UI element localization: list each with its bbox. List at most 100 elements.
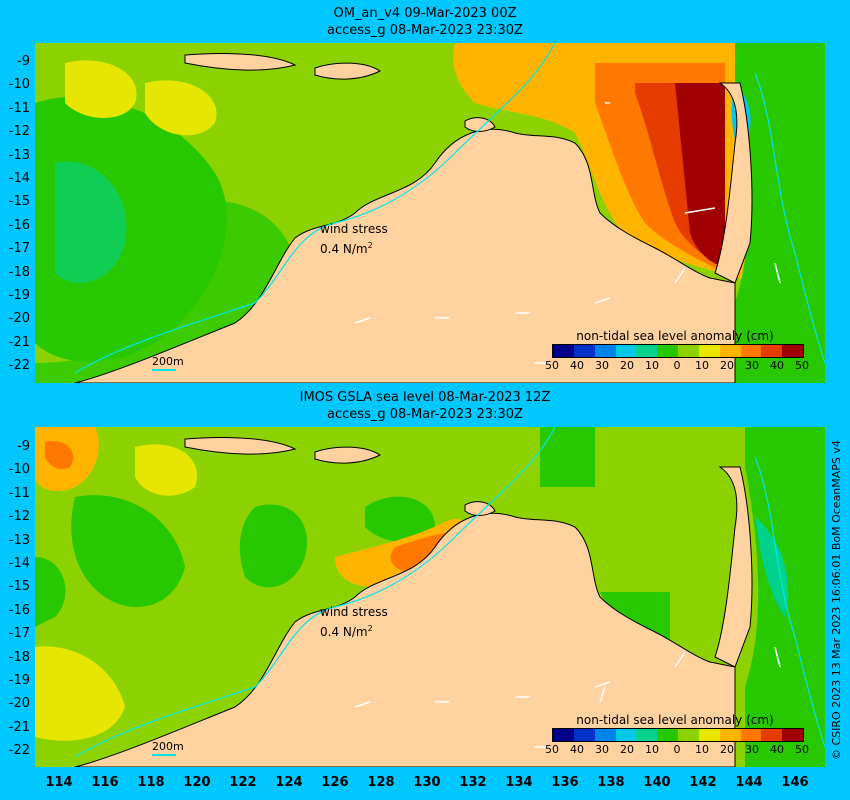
colorbar-tick-label: 40 <box>770 743 784 756</box>
x-axis-tick-label: 146 <box>781 775 809 790</box>
x-axis-tick-label: 134 <box>505 775 533 790</box>
colorbar-swatch <box>761 729 783 741</box>
panel1-colorbar-title: non-tidal sea level anomaly (cm) <box>576 329 774 343</box>
panel2-colorbar-title: non-tidal sea level anomaly (cm) <box>576 713 774 727</box>
colorbar-tick-label: 20 <box>620 743 634 756</box>
colorbar-swatch <box>657 345 679 357</box>
x-axis-tick-label: 144 <box>735 775 763 790</box>
y-axis-tick-label: -12 <box>8 509 30 525</box>
colorbar-swatch <box>698 729 721 741</box>
colorbar-swatch <box>573 345 596 357</box>
panel1-colorbar <box>552 344 804 358</box>
colorbar-tick-label: 50 <box>545 743 559 756</box>
x-axis-tick-label: 114 <box>45 775 73 790</box>
x-axis-tick-label: 116 <box>91 775 119 790</box>
panel2-map <box>35 427 825 767</box>
credit-text: © CSIRO 2023 13 Mar 2023 16:06:01 BoM Oc… <box>830 440 843 760</box>
y-axis-tick-label: -13 <box>8 532 30 548</box>
y-axis-tick-label: -14 <box>8 171 30 186</box>
colorbar-tick-label: 10 <box>645 359 659 372</box>
y-axis-tick-label: -12 <box>8 124 30 140</box>
colorbar-tick-label: 40 <box>570 359 584 372</box>
colorbar-swatch <box>553 345 575 357</box>
colorbar-tick-label: 10 <box>695 743 709 756</box>
colorbar-swatch <box>782 729 804 741</box>
colorbar-tick-label: 0 <box>673 743 681 756</box>
x-axis-tick-label: 122 <box>229 775 257 790</box>
colorbar-swatch <box>594 345 616 357</box>
panel1-wind-stress-value: 0.4 N/m2 <box>320 241 373 256</box>
x-axis-tick-label: 138 <box>597 775 625 790</box>
y-axis-tick-label: -16 <box>8 217 30 233</box>
panel1-subtitle: access_g 08-Mar-2023 23:30Z <box>327 23 523 38</box>
colorbar-swatch <box>761 345 783 357</box>
panel2-colorbar <box>552 728 804 742</box>
colorbar-swatch <box>615 729 637 741</box>
colorbar-tick-label: 20 <box>720 359 734 372</box>
y-axis-tick-label: -14 <box>8 556 30 571</box>
x-axis-tick-label: 136 <box>551 775 579 790</box>
y-axis-tick-label: -13 <box>8 147 30 163</box>
colorbar-swatch <box>698 345 721 357</box>
panel1-map <box>35 43 825 383</box>
panel2-field <box>35 427 825 767</box>
x-axis-tick-label: 120 <box>183 775 211 790</box>
y-axis-tick-label: -11 <box>8 485 30 501</box>
y-axis-tick-label: -20 <box>8 696 30 712</box>
colorbar-swatch <box>678 345 700 357</box>
colorbar-tick-label: 20 <box>720 743 734 756</box>
panel2-scale-label: 200m <box>152 740 184 753</box>
colorbar-tick-label: 20 <box>620 359 634 372</box>
panel2-title: IMOS GSLA sea level 08-Mar-2023 12Z <box>299 390 551 405</box>
x-axis-tick-label: 126 <box>321 775 349 790</box>
y-axis-tick-label: -17 <box>8 626 30 642</box>
y-axis-tick-label: -11 <box>8 100 30 116</box>
panel2-subtitle: access_g 08-Mar-2023 23:30Z <box>327 407 523 422</box>
colorbar-tick-label: 10 <box>695 359 709 372</box>
panel1-title: OM_an_v4 09-Mar-2023 00Z <box>333 6 517 21</box>
y-axis-tick-label: -15 <box>8 194 30 210</box>
y-axis-tick-label: -9 <box>17 54 30 69</box>
x-axis-tick-label: 140 <box>643 775 671 790</box>
y-axis-tick-label: -18 <box>8 264 30 280</box>
panel2-wind-stress-value: 0.4 N/m2 <box>320 624 373 639</box>
y-axis-tick-label: -16 <box>8 602 30 618</box>
colorbar-swatch <box>657 729 679 741</box>
x-axis-tick-label: 124 <box>275 775 303 790</box>
colorbar-tick-label: 30 <box>745 743 759 756</box>
y-axis-tick-label: -10 <box>8 77 30 93</box>
x-axis-tick-label: 142 <box>689 775 717 790</box>
colorbar-swatch <box>719 345 741 357</box>
colorbar-swatch <box>553 729 575 741</box>
colorbar-tick-label: 10 <box>645 743 659 756</box>
panel2-wind-stress-label: wind stress <box>320 605 388 619</box>
colorbar-swatch <box>740 729 762 741</box>
y-axis-tick-label: -10 <box>8 462 30 478</box>
x-axis-tick-label: 118 <box>137 775 165 790</box>
y-axis-tick-label: -18 <box>8 649 30 665</box>
colorbar-swatch <box>573 729 596 741</box>
panel1-scale-line <box>152 369 176 371</box>
colorbar-tick-label: 50 <box>795 743 809 756</box>
colorbar-tick-label: 30 <box>745 359 759 372</box>
colorbar-tick-label: 50 <box>795 359 809 372</box>
colorbar-swatch <box>636 345 658 357</box>
colorbar-swatch <box>678 729 700 741</box>
panel1-scale-label: 200m <box>152 355 184 368</box>
x-axis-tick-label: 132 <box>459 775 487 790</box>
y-axis-tick-label: -15 <box>8 579 30 595</box>
colorbar-swatch <box>615 345 637 357</box>
x-axis-tick-label: 130 <box>413 775 441 790</box>
colorbar-tick-label: 50 <box>545 359 559 372</box>
panel2-scale-line <box>152 754 176 756</box>
panel1-field <box>35 43 825 383</box>
y-axis-tick-label: -22 <box>8 358 30 374</box>
y-axis-tick-label: -21 <box>8 334 30 350</box>
colorbar-tick-label: 0 <box>673 359 681 372</box>
y-axis-tick-label: -19 <box>8 288 30 303</box>
colorbar-tick-label: 40 <box>770 359 784 372</box>
colorbar-tick-label: 40 <box>570 743 584 756</box>
colorbar-swatch <box>594 729 616 741</box>
y-axis-tick-label: -22 <box>8 743 30 759</box>
y-axis-tick-label: -20 <box>8 311 30 327</box>
